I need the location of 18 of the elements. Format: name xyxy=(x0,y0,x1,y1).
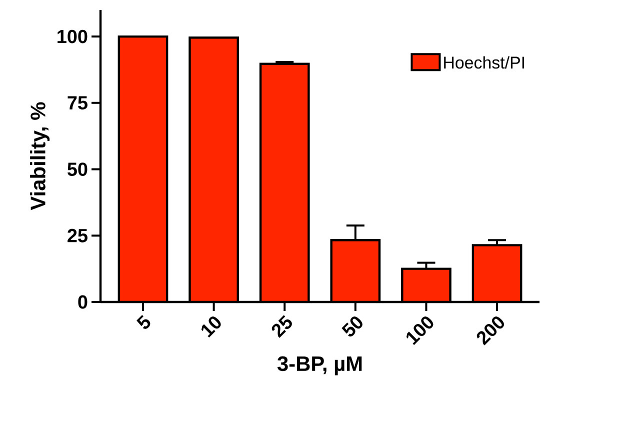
x-tick-label: 10 xyxy=(201,316,221,338)
y-tick-label: 50 xyxy=(68,162,88,176)
legend-label: Hoechst/PI xyxy=(444,56,524,69)
y-axis-title: Viability, % xyxy=(30,102,50,210)
x-tick-label: 50 xyxy=(342,316,362,336)
x-axis-title: 3-BP, µM xyxy=(277,356,362,376)
bar xyxy=(118,36,168,302)
y-tick-label: 25 xyxy=(68,228,88,242)
bar xyxy=(260,64,309,302)
y-tick-label: 0 xyxy=(78,295,88,309)
x-tick-label: 5 xyxy=(136,315,150,329)
x-tick-label: 25 xyxy=(272,315,292,338)
x-tick-label: 100 xyxy=(406,316,434,345)
y-tick-label: 75 xyxy=(68,96,88,110)
y-tick-label: 100 xyxy=(58,30,88,44)
bar xyxy=(331,240,380,302)
bar xyxy=(190,38,238,302)
x-tick-label: 200 xyxy=(476,316,504,346)
